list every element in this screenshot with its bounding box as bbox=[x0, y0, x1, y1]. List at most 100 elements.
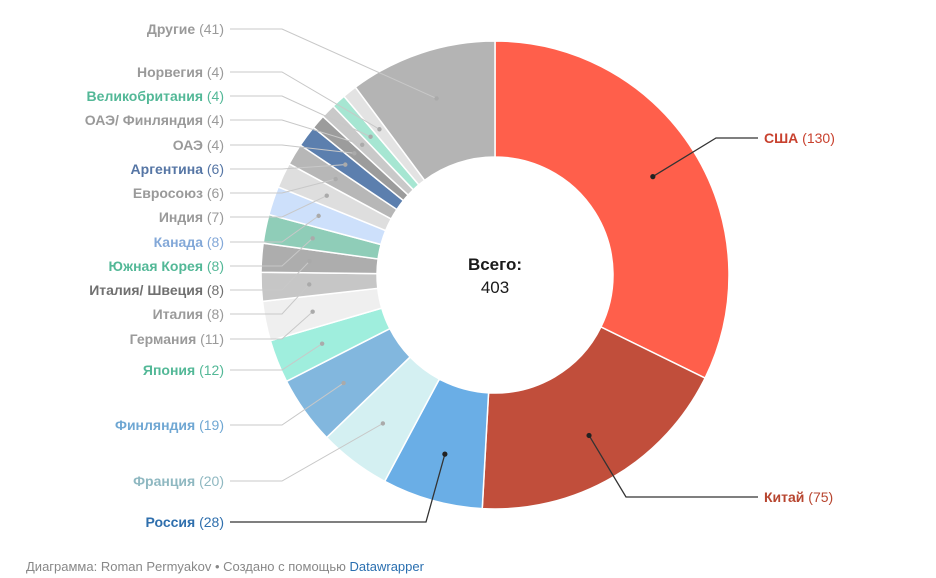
label-count: (4) bbox=[203, 64, 224, 80]
label-китай: Китай (75) bbox=[764, 489, 833, 505]
label-count: (8) bbox=[203, 306, 224, 322]
label-name: США bbox=[764, 130, 798, 146]
leader-dot-норвегия bbox=[377, 127, 382, 132]
label-count: (8) bbox=[203, 258, 224, 274]
slice-group bbox=[260, 40, 730, 510]
label-name: Япония bbox=[143, 362, 195, 378]
label-япония: Япония (12) bbox=[143, 362, 224, 378]
leader-dot-канада bbox=[316, 213, 321, 219]
leader-dot-евросоюз bbox=[333, 176, 338, 182]
leader-line-оаэ bbox=[230, 144, 355, 154]
label-count: (8) bbox=[203, 234, 224, 250]
label-оаэ-финляндия: ОАЭ/ Финляндия (4) bbox=[85, 112, 224, 128]
label-name: Россия bbox=[145, 514, 195, 530]
leader-dot-финляндия bbox=[341, 380, 346, 386]
leader-line-россия bbox=[230, 453, 446, 523]
label-name: Китай bbox=[764, 489, 804, 505]
label-count: (8) bbox=[203, 282, 224, 298]
label-великобритания: Великобритания (4) bbox=[87, 88, 224, 104]
leader-line-китай bbox=[588, 435, 758, 498]
leader-line-южная-корея bbox=[230, 237, 313, 267]
label-финляндия: Финляндия (19) bbox=[115, 417, 224, 433]
leader-dot-оаэ-финляндия bbox=[360, 142, 365, 147]
label-name: Другие bbox=[147, 21, 196, 37]
leader-dot-россия bbox=[442, 451, 448, 457]
label-count: (4) bbox=[203, 88, 224, 104]
leader-line-финляндия bbox=[230, 382, 344, 426]
footer-credit: Диаграмма: Roman Permyakov • Создано с п… bbox=[26, 559, 424, 574]
leader-dot-оаэ bbox=[352, 151, 357, 156]
label-count: (130) bbox=[798, 130, 835, 146]
label-другие: Другие (41) bbox=[147, 21, 224, 37]
label-count: (20) bbox=[195, 473, 224, 489]
label-name: ОАЭ bbox=[173, 137, 203, 153]
label-name: Италия/ Швеция bbox=[89, 282, 203, 298]
label-сша: США (130) bbox=[764, 130, 835, 146]
leader-dot-аргентина bbox=[343, 162, 348, 167]
leader-dot-великобритания bbox=[368, 134, 373, 139]
leader-line-германия bbox=[230, 311, 313, 340]
label-норвегия: Норвегия (4) bbox=[137, 64, 224, 80]
label-count: (6) bbox=[203, 161, 224, 177]
slice-другие bbox=[354, 40, 496, 182]
label-count: (7) bbox=[203, 209, 224, 225]
label-name: ОАЭ/ Финляндия bbox=[85, 112, 203, 128]
label-name: Норвегия bbox=[137, 64, 203, 80]
leader-dot-другие bbox=[434, 96, 439, 101]
leader-line-сша bbox=[652, 137, 758, 178]
leader-dot-италия bbox=[307, 282, 312, 287]
leader-line-великобритания bbox=[230, 95, 371, 138]
label-италия: Италия (8) bbox=[153, 306, 224, 322]
slice-сша bbox=[494, 40, 730, 380]
leader-line-италия bbox=[230, 284, 310, 315]
label-count: (28) bbox=[195, 514, 224, 530]
label-name: Финляндия bbox=[115, 417, 195, 433]
label-count: (6) bbox=[203, 185, 224, 201]
leader-dot-китай bbox=[586, 432, 592, 439]
label-group: США (130) Китай (75) Россия (28) Франция (2… bbox=[85, 21, 835, 530]
datawrapper-link[interactable]: Datawrapper bbox=[349, 559, 424, 574]
total-value: 403 bbox=[481, 278, 509, 297]
leader-dot-сша bbox=[650, 174, 656, 180]
label-германия: Германия (11) bbox=[130, 331, 224, 347]
label-count: (11) bbox=[196, 331, 224, 347]
label-name: Канада bbox=[154, 234, 204, 250]
credit-text: Диаграмма: Roman Permyakov • Создано с п… bbox=[26, 559, 350, 574]
label-евросоюз: Евросоюз (6) bbox=[133, 185, 224, 201]
label-канада: Канада (8) bbox=[154, 234, 224, 250]
leader-line-аргентина bbox=[230, 164, 346, 170]
leader-line-норвегия bbox=[230, 71, 380, 130]
label-count: (19) bbox=[195, 417, 224, 433]
leader-line-group bbox=[230, 28, 758, 523]
leader-dot-италия-швеция bbox=[307, 259, 312, 264]
leader-dot-южная-корея bbox=[310, 236, 315, 241]
leader-dot-германия bbox=[310, 309, 315, 314]
label-name: Евросоюз bbox=[133, 185, 203, 201]
label-name: Индия bbox=[159, 209, 203, 225]
label-name: Аргентина bbox=[131, 161, 204, 177]
label-count: (4) bbox=[203, 112, 224, 128]
label-count: (75) bbox=[804, 489, 833, 505]
label-name: Германия bbox=[130, 331, 197, 347]
label-россия: Россия (28) bbox=[145, 514, 224, 530]
leader-line-оаэ-финляндия bbox=[230, 119, 363, 146]
label-аргентина: Аргентина (6) bbox=[131, 161, 224, 177]
slice-китай bbox=[481, 325, 707, 510]
label-name: Франция bbox=[133, 473, 195, 489]
label-count: (41) bbox=[195, 21, 224, 37]
label-франция: Франция (20) bbox=[133, 473, 224, 489]
leader-dot-индия bbox=[324, 193, 329, 198]
total-title: Всего: bbox=[468, 255, 522, 274]
leader-line-индия bbox=[230, 195, 327, 218]
label-count: (4) bbox=[203, 137, 224, 153]
label-name: Великобритания bbox=[87, 88, 203, 104]
leader-dot-япония bbox=[319, 341, 325, 346]
label-name: Южная Корея bbox=[109, 258, 203, 274]
leader-line-евросоюз bbox=[230, 178, 336, 194]
label-оаэ: ОАЭ (4) bbox=[173, 137, 224, 153]
leader-dot-франция bbox=[380, 421, 386, 426]
label-южная-корея: Южная Корея (8) bbox=[109, 258, 224, 274]
leader-line-япония bbox=[230, 343, 323, 371]
leader-line-франция bbox=[230, 422, 384, 482]
label-индия: Индия (7) bbox=[159, 209, 224, 225]
